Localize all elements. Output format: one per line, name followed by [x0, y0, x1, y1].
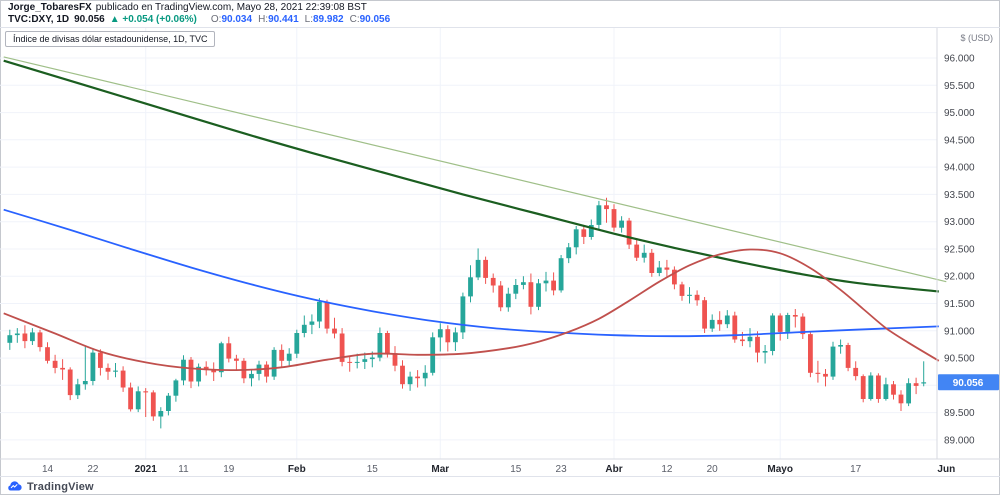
- svg-text:20: 20: [707, 464, 719, 475]
- footer: TradingView: [0, 477, 1000, 495]
- close-value: 90.056: [359, 14, 391, 25]
- svg-text:15: 15: [510, 464, 522, 475]
- author-name[interactable]: Jorge_TobaresFX: [8, 2, 92, 13]
- open-label: O:: [210, 14, 222, 25]
- svg-text:11: 11: [178, 464, 189, 475]
- last-price-badge: [938, 374, 999, 391]
- high-value: 90.441: [268, 14, 299, 25]
- overlay-sma-200: [3, 59, 939, 293]
- svg-text:12: 12: [661, 464, 673, 475]
- candlestick-chart[interactable]: 96.000 95.500 95.000 94.500 94.000 93.500 93.0…: [0, 28, 1000, 476]
- svg-text:89.500: 89.500: [944, 408, 975, 419]
- svg-text:94.500: 94.500: [944, 135, 975, 146]
- svg-text:92.500: 92.500: [944, 245, 975, 256]
- chart-legend[interactable]: Índice de divisas dólar estadounidense, …: [5, 31, 216, 47]
- svg-text:93.500: 93.500: [944, 190, 975, 201]
- svg-text:2021: 2021: [135, 464, 158, 475]
- svg-text:Jun: Jun: [937, 464, 955, 475]
- last-price: 90.056: [74, 14, 105, 25]
- price-change: ▲ +0.054 (+0.06%): [109, 14, 197, 25]
- svg-text:Feb: Feb: [288, 464, 306, 475]
- tradingview-wordmark[interactable]: TradingView: [27, 480, 94, 493]
- chart-area[interactable]: 96.000 95.500 95.000 94.500 94.000 93.500 93.0…: [0, 27, 1000, 477]
- svg-text:96.000: 96.000: [944, 54, 975, 65]
- currency-unit-label: $ (USD): [960, 33, 993, 43]
- published-info: publicado en TradingView.com, Mayo 28, 2…: [95, 2, 367, 13]
- candle-series: [7, 197, 927, 429]
- svg-text:95.000: 95.000: [944, 108, 975, 119]
- low-label: L:: [304, 14, 313, 25]
- svg-text:19: 19: [223, 464, 235, 475]
- svg-text:Abr: Abr: [605, 464, 622, 475]
- svg-text:92.000: 92.000: [944, 272, 975, 283]
- svg-text:91.000: 91.000: [944, 326, 975, 337]
- overlay-sma-100: [3, 208, 939, 338]
- low-value: 89.982: [313, 14, 344, 25]
- symbol-interval[interactable]: TVC:DXY, 1D: [8, 14, 70, 25]
- close-label: C:: [349, 14, 360, 25]
- svg-text:95.500: 95.500: [944, 81, 975, 92]
- symbol-line: TVC:DXY, 1D 90.056 ▲ +0.054 (+0.06%) O:90.0…: [8, 14, 992, 26]
- open-value: 90.034: [221, 14, 253, 25]
- svg-text:90.500: 90.500: [944, 354, 975, 365]
- svg-text:23: 23: [556, 464, 568, 475]
- svg-text:22: 22: [87, 464, 99, 475]
- svg-text:93.000: 93.000: [944, 217, 975, 228]
- svg-text:Mar: Mar: [431, 464, 449, 475]
- svg-text:15: 15: [367, 464, 379, 475]
- svg-text:94.000: 94.000: [944, 163, 975, 174]
- svg-text:17: 17: [850, 464, 862, 475]
- snapshot-header: Jorge_TobaresFX publicado en TradingView.…: [0, 0, 1000, 27]
- svg-text:90.056: 90.056: [953, 378, 984, 389]
- svg-text:Mayo: Mayo: [767, 464, 793, 475]
- tradingview-logo-icon[interactable]: [7, 479, 22, 494]
- svg-text:91.500: 91.500: [944, 299, 975, 310]
- high-label: H:: [258, 14, 269, 25]
- publish-line: Jorge_TobaresFX publicado en TradingView.…: [8, 2, 992, 14]
- overlay-trendline: [3, 56, 947, 283]
- svg-text:89.000: 89.000: [944, 435, 975, 446]
- svg-text:14: 14: [42, 464, 54, 475]
- overlay-sma-50: [3, 248, 940, 372]
